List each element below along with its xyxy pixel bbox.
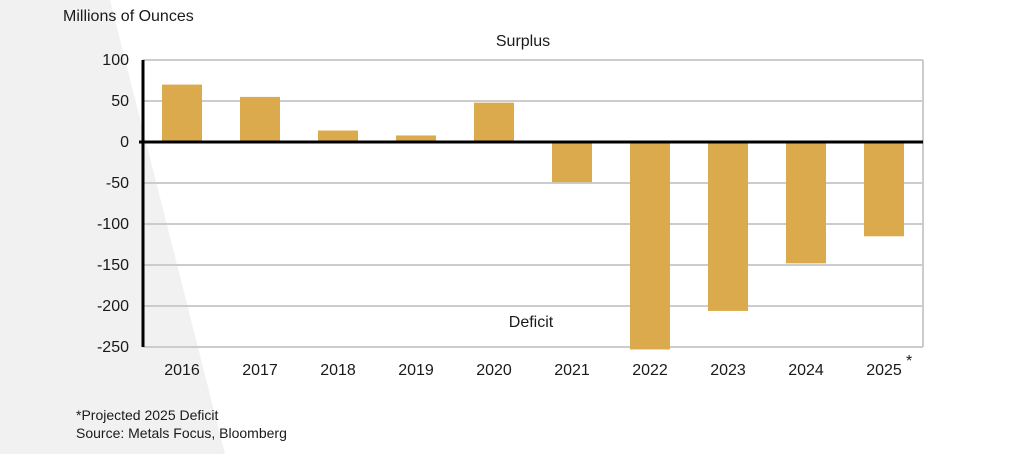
- bar-2016: [162, 84, 202, 142]
- y-tick-label: 0: [120, 134, 129, 151]
- background-band-shape: [0, 0, 225, 454]
- y-tick-label: 50: [111, 93, 129, 110]
- y-tick-label: -150: [97, 257, 129, 274]
- source-footnote: Source: Metals Focus, Bloomberg: [76, 425, 287, 441]
- projection-footnote: *Projected 2025 Deficit: [76, 407, 219, 423]
- x-tick-label: 2016: [164, 362, 200, 379]
- bar-2020: [474, 102, 514, 142]
- y-axis-unit-label: Millions of Ounces: [63, 8, 194, 25]
- x-tick-label: 2021: [554, 362, 590, 379]
- y-tick-label: -250: [97, 339, 129, 356]
- surplus-annotation: Surplus: [496, 33, 550, 50]
- y-tick-label: -100: [97, 216, 129, 233]
- bar-2025: [864, 142, 904, 237]
- bar-2021: [552, 142, 592, 183]
- bar-2024: [786, 142, 826, 264]
- projected-marker: *: [906, 353, 912, 370]
- bar-chart: 100 50 0 -50 -100 -150 -200 -250 2016 2017 2018 201…: [97, 33, 924, 379]
- y-tick-label: -50: [106, 175, 129, 192]
- x-tick-label: 2023: [710, 362, 746, 379]
- bar-2022: [630, 142, 670, 350]
- bar-2018: [318, 130, 358, 142]
- footnotes: *Projected 2025 Deficit Source: Metals F…: [76, 406, 287, 442]
- bar-2017: [240, 96, 280, 142]
- x-tick-label: 2017: [242, 362, 278, 379]
- y-tick-label: -200: [97, 298, 129, 315]
- x-tick-label: 2020: [476, 362, 512, 379]
- x-tick-label: 2022: [632, 362, 668, 379]
- bar-2023: [708, 142, 748, 311]
- deficit-annotation: Deficit: [509, 314, 554, 331]
- y-tick-label: 100: [102, 52, 129, 69]
- x-tick-label: 2018: [320, 362, 356, 379]
- x-tick-label: 2025: [866, 362, 902, 379]
- x-tick-label: 2019: [398, 362, 434, 379]
- bar-2019: [396, 135, 436, 142]
- x-tick-label: 2024: [788, 362, 824, 379]
